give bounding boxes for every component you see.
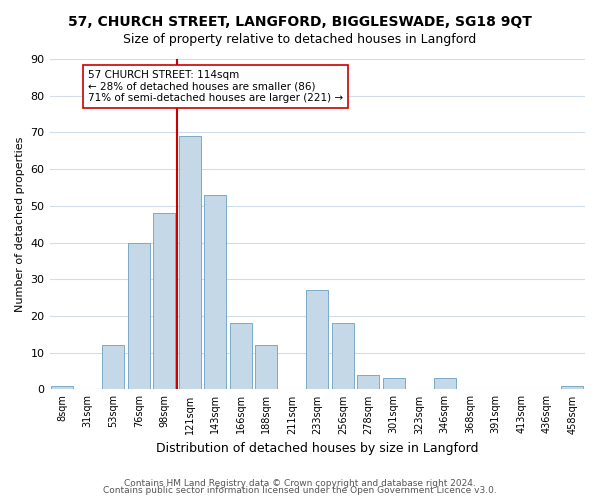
Bar [52,386,73,390]
Text: 57 CHURCH STREET: 114sqm
← 28% of detached houses are smaller (86)
71% of semi-d: 57 CHURCH STREET: 114sqm ← 28% of detach… [88,70,343,103]
X-axis label: Distribution of detached houses by size in Langford: Distribution of detached houses by size … [156,442,479,455]
Bar [179,136,200,390]
Text: Size of property relative to detached houses in Langford: Size of property relative to detached ho… [124,32,476,46]
Bar [154,213,175,390]
Text: 57, CHURCH STREET, LANGFORD, BIGGLESWADE, SG18 9QT: 57, CHURCH STREET, LANGFORD, BIGGLESWADE… [68,15,532,29]
Bar [332,324,353,390]
Bar [256,346,277,390]
Text: Contains HM Land Registry data © Crown copyright and database right 2024.: Contains HM Land Registry data © Crown c… [124,478,476,488]
Y-axis label: Number of detached properties: Number of detached properties [15,136,25,312]
Text: Contains public sector information licensed under the Open Government Licence v3: Contains public sector information licen… [103,486,497,495]
Bar [128,242,149,390]
Bar [307,290,328,390]
Bar [562,386,583,390]
Bar [358,374,379,390]
Bar [103,346,124,390]
Bar [205,195,226,390]
Bar [434,378,455,390]
Bar [383,378,404,390]
Bar [230,324,251,390]
